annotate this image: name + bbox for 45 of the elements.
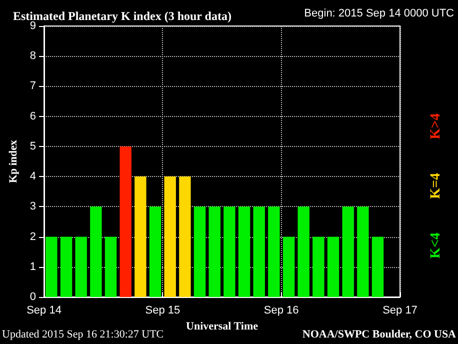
x-tick-label: Sep 15 [145,304,180,316]
bar [208,206,220,297]
y-axis-title: Kp index [8,139,20,184]
bar [312,236,324,297]
bar [372,236,384,297]
y-tick-label: 0 [30,291,36,303]
y-tick-label: 2 [30,230,36,243]
text: NOAA/SWPC Boulder, CO USA [302,328,456,340]
y-tick-label: 1 [30,260,36,273]
bar [120,146,132,297]
y-tick-label: 8 [30,50,36,62]
text: Updated 2015 Sep 16 21:30:27 UTC [2,328,164,340]
bar [149,206,162,297]
y-tick-label: 4 [30,170,36,183]
text: K=4 [428,172,444,199]
y-tick-label: 3 [30,200,36,213]
bar [253,206,265,297]
bar [298,206,310,297]
x-axis-title: Universal Time [186,320,258,332]
bar [60,236,72,297]
bar [179,176,191,297]
bar [357,206,369,297]
bar [268,206,280,297]
bar [224,206,236,297]
bar [164,176,176,297]
bar [46,236,58,297]
y-tick-label: 6 [30,110,36,122]
y-tick-label: 9 [30,20,36,32]
bar [327,236,340,297]
bar [75,236,87,297]
chart-subtitle: Begin: 2015 Sep 14 0000 UTC [304,8,454,20]
bar [90,206,102,297]
text: K<4 [428,232,444,258]
bar [342,206,354,297]
text: K>4 [428,113,444,140]
x-tick-label: Sep 16 [264,304,299,316]
bar [238,206,250,297]
x-tick-label: Sep 14 [26,304,62,316]
bar [104,236,117,297]
y-tick-label: 5 [30,140,36,152]
x-tick-label: Sep 17 [382,304,418,316]
y-tick-label: 7 [30,80,36,92]
bar [282,236,295,297]
bar [134,176,146,297]
bar [194,206,206,297]
